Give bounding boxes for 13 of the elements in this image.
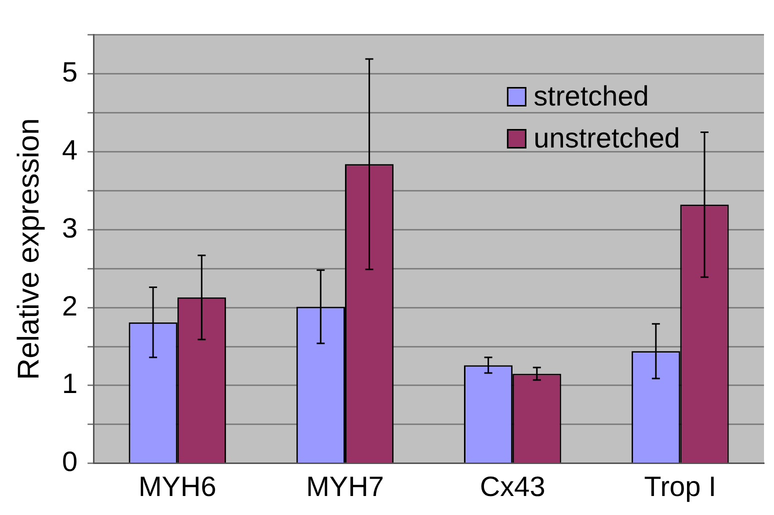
x-tick-label: MYH7 (306, 470, 384, 502)
x-tick-label: Trop I (644, 470, 716, 502)
x-tick-label: Cx43 (480, 470, 546, 502)
y-axis-title: Relative expression (12, 118, 46, 380)
y-tick-label: 0 (62, 446, 78, 478)
y-tick-label: 1 (62, 368, 78, 400)
x-tick-label: MYH6 (138, 470, 216, 502)
legend-label: stretched (534, 80, 649, 112)
y-tick-label: 3 (62, 212, 78, 244)
y-tick-label: 4 (62, 134, 78, 166)
y-tick-label: 5 (62, 56, 78, 88)
y-tick-label: 2 (62, 290, 78, 322)
legend-label: unstretched (534, 122, 680, 154)
